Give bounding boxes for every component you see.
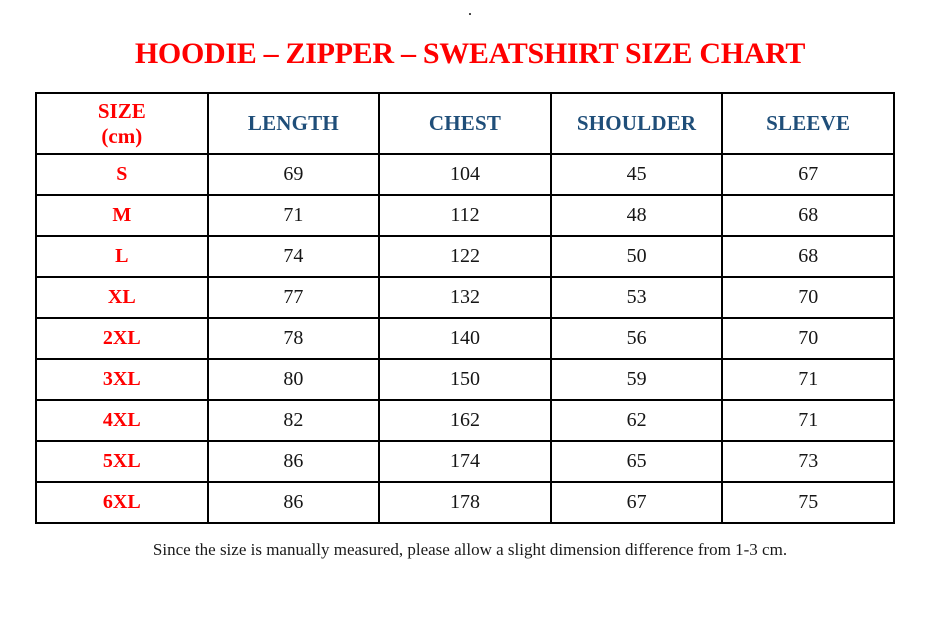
table-row: 4XL 82 162 62 71 [35,399,895,442]
length-cell: 86 [206,481,381,524]
sleeve-cell: 73 [721,440,895,483]
table-row: XL 77 132 53 70 [35,276,895,319]
size-cell: L [35,235,209,278]
length-cell: 74 [206,235,381,278]
size-cell: 2XL [35,317,209,360]
length-cell: 78 [206,317,381,360]
table-row: 6XL 86 178 67 75 [35,481,895,524]
sleeve-cell: 70 [721,276,895,319]
table-row: S 69 104 45 67 [35,153,895,196]
shoulder-cell: 50 [549,235,724,278]
shoulder-cell: 62 [549,399,724,442]
chest-cell: 178 [378,481,552,524]
shoulder-cell: 53 [549,276,724,319]
chest-cell: 104 [378,153,552,196]
sleeve-cell: 75 [721,481,895,524]
table-body: S 69 104 45 67 M 71 112 48 68 L 74 122 5… [35,153,895,524]
chest-cell: 162 [378,399,552,442]
size-cell: 5XL [35,440,209,483]
chest-cell: 132 [378,276,552,319]
chest-cell: 174 [378,440,552,483]
chest-cell: 122 [378,235,552,278]
header-cell-length: LENGTH [206,92,381,155]
shoulder-cell: 65 [549,440,724,483]
header-cell-shoulder: SHOULDER [549,92,724,155]
length-cell: 77 [206,276,381,319]
shoulder-cell: 67 [549,481,724,524]
size-header-line1: SIZE [97,98,146,123]
length-cell: 71 [206,194,381,237]
header-cell-chest: CHEST [378,92,552,155]
sleeve-cell: 71 [721,358,895,401]
size-header-line2: (cm) [101,123,143,148]
size-cell: M [35,194,209,237]
length-cell: 69 [206,153,381,196]
page-title: HOODIE – ZIPPER – SWEATSHIRT SIZE CHART [134,37,806,70]
shoulder-cell: 48 [549,194,724,237]
size-cell: 4XL [35,399,209,442]
header-cell-size: SIZE (cm) [35,92,209,155]
shoulder-cell: 56 [549,317,724,360]
length-cell: 80 [206,358,381,401]
shoulder-cell: 59 [549,358,724,401]
chest-cell: 140 [378,317,552,360]
size-cell: 6XL [35,481,209,524]
chest-cell: 112 [378,194,552,237]
stray-dot: . [468,3,472,18]
sleeve-cell: 68 [721,235,895,278]
size-cell: S [35,153,209,196]
header-cell-sleeve: SLEEVE [721,92,895,155]
table-row: M 71 112 48 68 [35,194,895,237]
measurement-disclaimer: Since the size is manually measured, ple… [152,540,788,559]
header-row: SIZE (cm) LENGTH CHEST SHOULDER SLEEVE [35,92,895,155]
length-cell: 86 [206,440,381,483]
chest-cell: 150 [378,358,552,401]
table-row: 3XL 80 150 59 71 [35,358,895,401]
table-row: L 74 122 50 68 [35,235,895,278]
sleeve-cell: 68 [721,194,895,237]
table-row: 5XL 86 174 65 73 [35,440,895,483]
table-row: 2XL 78 140 56 70 [35,317,895,360]
sleeve-cell: 70 [721,317,895,360]
size-cell: 3XL [35,358,209,401]
length-cell: 82 [206,399,381,442]
shoulder-cell: 45 [549,153,724,196]
table-header: SIZE (cm) LENGTH CHEST SHOULDER SLEEVE [35,92,895,155]
size-cell: XL [35,276,209,319]
sleeve-cell: 67 [721,153,895,196]
size-chart-table: SIZE (cm) LENGTH CHEST SHOULDER SLEEVE S… [35,92,895,524]
sleeve-cell: 71 [721,399,895,442]
